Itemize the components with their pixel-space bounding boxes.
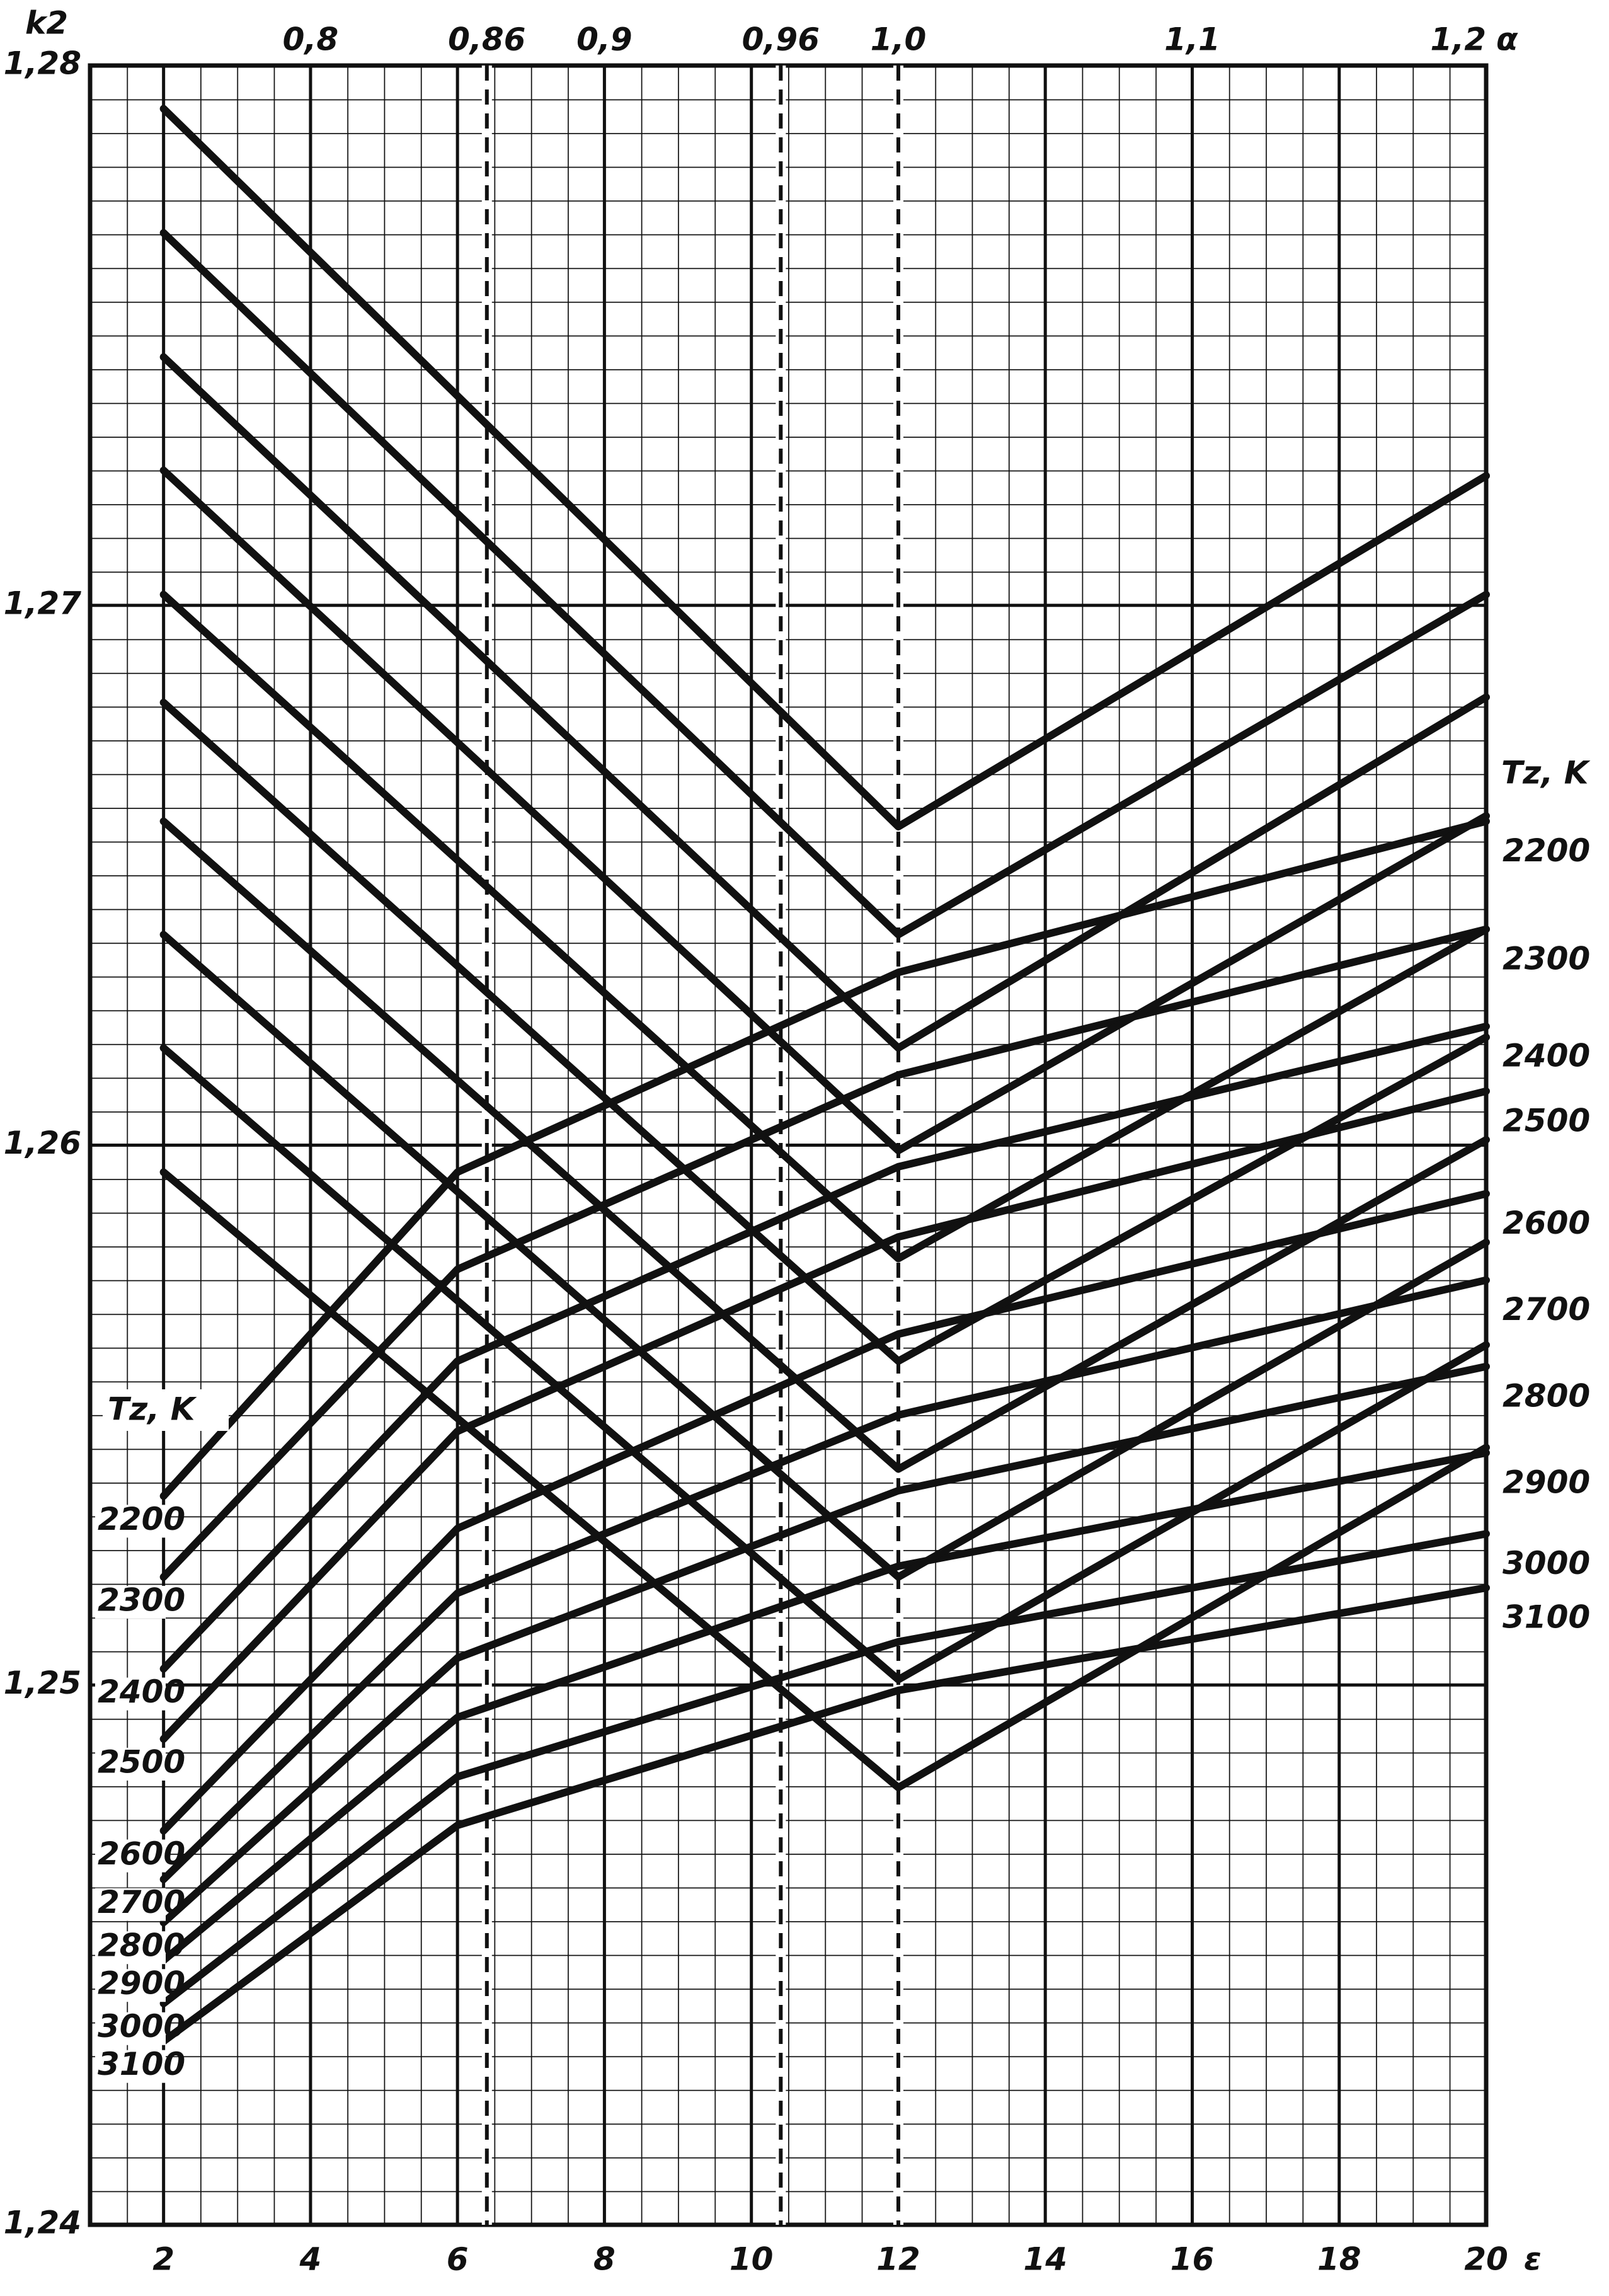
label-bg bbox=[95, 1585, 166, 1619]
x2-tick-label: 1,1 bbox=[1164, 21, 1220, 58]
curve bbox=[159, 1168, 1490, 1792]
series-label: 2700 bbox=[98, 1884, 185, 1920]
legend-title: Tz, K bbox=[1501, 755, 1591, 791]
x-tick-label: 14 bbox=[1023, 2241, 1067, 2278]
x-tick-label: 10 bbox=[730, 2241, 774, 2278]
curve bbox=[159, 1530, 1490, 2007]
x2-tick-label: 0,8 bbox=[283, 21, 339, 58]
y-tick-label: 1,26 bbox=[4, 1125, 81, 1161]
series-label: 2200 bbox=[1503, 832, 1590, 869]
curve bbox=[159, 1044, 1490, 1684]
series-label: 3100 bbox=[98, 2046, 185, 2082]
x-tick-label: 20 bbox=[1464, 2241, 1508, 2278]
x-tick-label: 8 bbox=[593, 2241, 616, 2278]
series-label: 2900 bbox=[1503, 1464, 1590, 1500]
label-bg bbox=[103, 1389, 229, 1431]
curve bbox=[159, 590, 1490, 1263]
series-label: 2500 bbox=[1503, 1102, 1590, 1139]
label-bg bbox=[95, 2050, 166, 2083]
curve bbox=[159, 925, 1490, 1581]
x2-tick-label: 1,0 bbox=[871, 21, 927, 58]
x-tick-label: 16 bbox=[1171, 2241, 1215, 2278]
x-tick-label: 4 bbox=[299, 2241, 321, 2278]
label-bg bbox=[95, 1677, 166, 1711]
x2-axis-label: α bbox=[1496, 21, 1518, 58]
series-label: 3100 bbox=[1503, 1599, 1590, 1636]
series-label: 2300 bbox=[1503, 940, 1590, 977]
curve bbox=[159, 817, 1490, 1473]
curve bbox=[159, 1584, 1490, 2045]
series-label: 2300 bbox=[98, 1581, 185, 1618]
curve bbox=[159, 698, 1490, 1365]
label-bg bbox=[95, 1505, 166, 1538]
label-bg bbox=[95, 1839, 166, 1873]
curve bbox=[159, 1362, 1490, 1927]
curve bbox=[159, 229, 1490, 939]
series-label: 2200 bbox=[98, 1501, 185, 1537]
curve bbox=[159, 817, 1490, 1500]
x2-tick-label: 0,86 bbox=[448, 21, 525, 58]
y-tick-label: 1,24 bbox=[4, 2205, 81, 2241]
x-tick-label: 18 bbox=[1317, 2241, 1361, 2278]
label-bg bbox=[95, 1931, 166, 1965]
x-tick-label: 12 bbox=[876, 2241, 920, 2278]
label-bg bbox=[95, 1888, 166, 1921]
x2-tick-label: 1,2 bbox=[1430, 21, 1486, 58]
curve bbox=[159, 1276, 1490, 1883]
y-tick-label: 1,27 bbox=[4, 585, 82, 621]
series-label: 2400 bbox=[98, 1673, 185, 1710]
series-label: 2400 bbox=[1503, 1038, 1590, 1074]
label-bg bbox=[95, 1747, 166, 1781]
x2-tick-label: 0,9 bbox=[576, 21, 633, 58]
series-label: 2800 bbox=[98, 1927, 185, 1964]
x-tick-label: 6 bbox=[447, 2241, 469, 2278]
series-label: 2600 bbox=[1503, 1205, 1590, 1241]
series-label: 3000 bbox=[98, 2008, 185, 2045]
x-tick-label: 2 bbox=[152, 2241, 175, 2278]
label-bg bbox=[95, 1969, 166, 2002]
y-tick-label: 1,28 bbox=[4, 45, 81, 82]
x2-tick-label: 0,96 bbox=[742, 21, 820, 58]
series-label: 2700 bbox=[1503, 1291, 1590, 1328]
plot-frame bbox=[88, 63, 1489, 2227]
series-label: 2800 bbox=[1503, 1377, 1590, 1414]
label-bg bbox=[95, 2012, 166, 2045]
series-label: 2900 bbox=[98, 1965, 185, 2002]
y-axis-label: k2 bbox=[25, 5, 68, 42]
series-label: 2600 bbox=[98, 1835, 185, 1872]
legend-title: Tz, K bbox=[108, 1391, 197, 1428]
x-axis-label: ε bbox=[1524, 2241, 1542, 2278]
curve bbox=[159, 466, 1490, 1155]
series-label: 3000 bbox=[1503, 1545, 1590, 1581]
curve bbox=[159, 105, 1490, 831]
curve bbox=[159, 353, 1490, 1052]
series-label: 2500 bbox=[98, 1743, 185, 1780]
y-tick-label: 1,25 bbox=[4, 1665, 81, 1701]
curve bbox=[159, 1190, 1490, 1835]
curve bbox=[159, 1087, 1490, 1743]
curve bbox=[159, 931, 1490, 1581]
